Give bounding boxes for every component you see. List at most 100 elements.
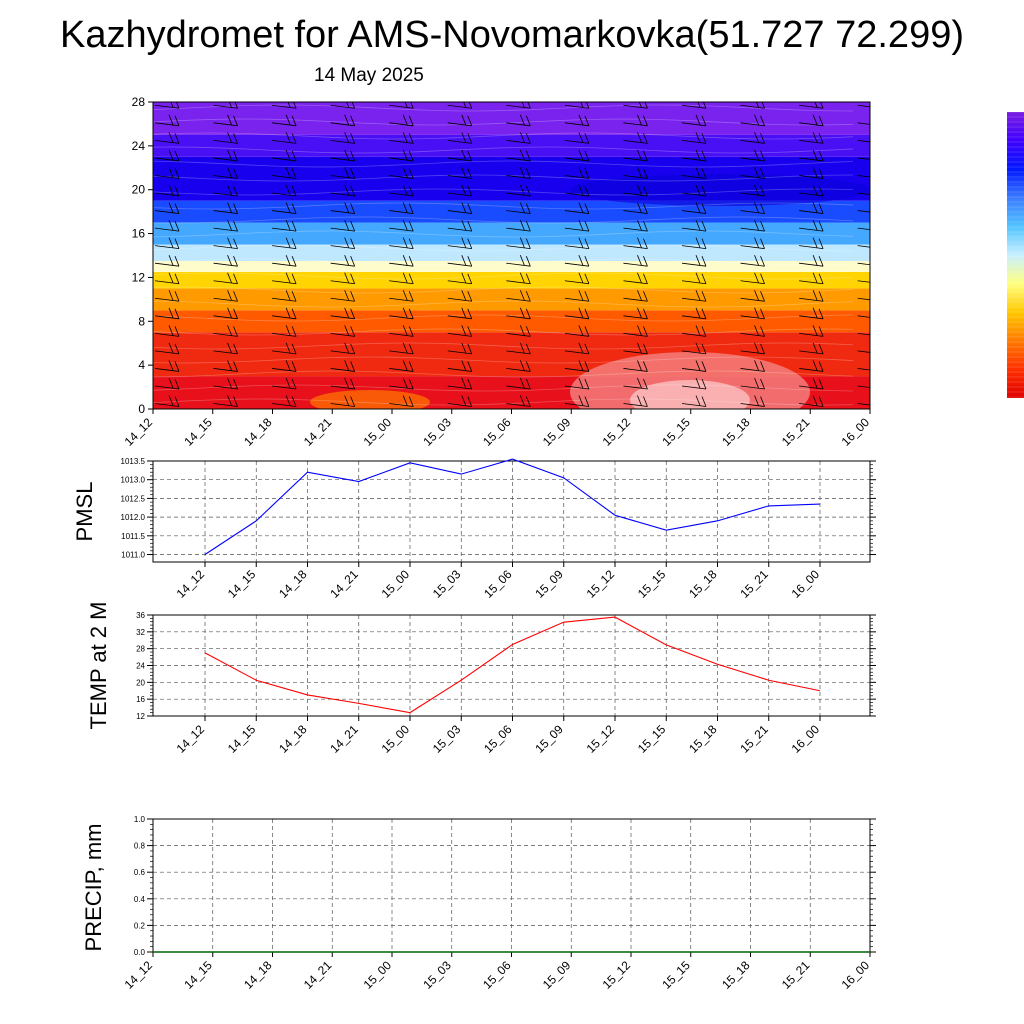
wind-barb xyxy=(389,325,414,337)
wind-barb xyxy=(330,325,356,337)
wind-barb xyxy=(447,149,473,162)
wind-barb xyxy=(272,219,297,232)
x-tick-label: 15_06 xyxy=(481,567,515,601)
contour-line xyxy=(153,342,854,350)
wind-barb xyxy=(330,360,356,372)
y-tick-label: 28 xyxy=(132,95,146,109)
contour-line xyxy=(153,132,854,140)
wind-barb xyxy=(447,377,473,390)
wind-barb xyxy=(389,202,414,214)
y-tick-label: 4 xyxy=(138,358,145,372)
x-tick-label: 15_21 xyxy=(779,958,813,992)
x-tick-label: 15_15 xyxy=(659,415,693,449)
y-tick-label: 0.0 xyxy=(134,948,146,957)
wind-barb xyxy=(447,290,473,302)
wind-barb xyxy=(799,360,824,372)
wind-barb xyxy=(154,167,180,179)
wind-barb xyxy=(681,237,707,250)
y-tick-label: 0.8 xyxy=(134,842,146,851)
x-tick-label: 15_06 xyxy=(481,722,515,756)
x-tick-label: 14_21 xyxy=(327,722,361,756)
wind-barb xyxy=(447,202,473,214)
x-tick-label: 15_03 xyxy=(420,415,454,449)
x-tick-label: 15_03 xyxy=(430,722,464,756)
x-tick-label: 14_18 xyxy=(241,415,275,449)
contour-line xyxy=(153,244,854,252)
wind-barb xyxy=(564,255,590,267)
wind-barb xyxy=(213,237,238,250)
x-tick-label: 15_18 xyxy=(719,958,753,992)
wind-barb xyxy=(447,395,473,407)
contour-line xyxy=(153,188,854,196)
panel-frame xyxy=(152,460,871,563)
wind-barb xyxy=(272,237,297,250)
x-tick-label: 15_21 xyxy=(779,415,813,449)
heatmap-field xyxy=(153,102,870,409)
wind-barb xyxy=(740,395,765,407)
contour-line xyxy=(153,202,854,210)
heatmap-band xyxy=(153,288,870,311)
contour-line xyxy=(153,272,854,280)
wind-barb xyxy=(799,202,824,214)
wind-barb xyxy=(154,255,180,267)
wind-barb xyxy=(799,377,824,390)
wind-barb xyxy=(623,114,648,127)
wind-barb xyxy=(564,132,590,144)
wind-barb xyxy=(506,219,531,232)
wind-barb xyxy=(213,360,238,372)
contour-line xyxy=(153,160,854,168)
colorbar xyxy=(1007,111,1024,398)
wind-barb xyxy=(740,202,765,214)
wind-barb xyxy=(330,184,356,197)
wind-barb xyxy=(389,272,414,285)
wind-barb xyxy=(681,149,707,162)
wind-barb xyxy=(389,237,414,250)
wind-barb xyxy=(447,342,473,355)
wind-barb xyxy=(506,325,531,337)
wind-barb xyxy=(506,255,531,267)
wind-barb xyxy=(740,290,765,302)
wind-barb xyxy=(330,167,356,179)
x-tick-label: 14_15 xyxy=(225,567,259,601)
wind-barb xyxy=(506,167,531,179)
wind-barb xyxy=(799,114,824,127)
wind-barb xyxy=(213,342,238,355)
contour-line xyxy=(153,258,854,266)
wind-barb xyxy=(681,184,707,197)
wind-barb xyxy=(564,149,590,162)
wind-barb xyxy=(740,219,765,232)
x-tick-label: 15_21 xyxy=(737,567,771,601)
wind-barb xyxy=(623,342,648,355)
y-tick-label: 20 xyxy=(132,183,146,197)
wind-barb xyxy=(447,184,473,197)
wind-barb xyxy=(564,342,590,355)
wind-barb xyxy=(799,255,824,267)
x-tick-label: 15_18 xyxy=(686,567,720,601)
wind-barb xyxy=(681,377,707,390)
heatmap-band xyxy=(153,260,870,272)
x-tick-label: 15_06 xyxy=(480,958,514,992)
contour-line xyxy=(153,118,854,126)
wind-barb xyxy=(506,149,531,162)
wind-barb xyxy=(389,132,414,144)
wind-barb xyxy=(506,342,531,355)
y-tick-label: 16 xyxy=(132,227,146,241)
contour-line xyxy=(153,104,854,112)
wind-barb xyxy=(154,184,180,197)
wind-barb xyxy=(506,395,531,407)
wind-barb xyxy=(213,219,238,232)
heatmap-band xyxy=(153,271,870,289)
x-tick-label: 16_00 xyxy=(839,415,873,449)
wind-barb xyxy=(154,149,180,162)
wind-barb xyxy=(213,307,238,320)
wind-barb xyxy=(740,237,765,250)
wind-barb xyxy=(740,255,765,267)
heatmap-warm-core xyxy=(630,380,750,409)
x-tick-label: 14_15 xyxy=(225,722,259,756)
wind-barb xyxy=(799,272,824,285)
wind-barb xyxy=(447,114,473,127)
wind-barb xyxy=(213,395,238,407)
wind-barb xyxy=(154,114,180,127)
wind-barb xyxy=(799,219,824,232)
wind-barb xyxy=(154,395,180,407)
